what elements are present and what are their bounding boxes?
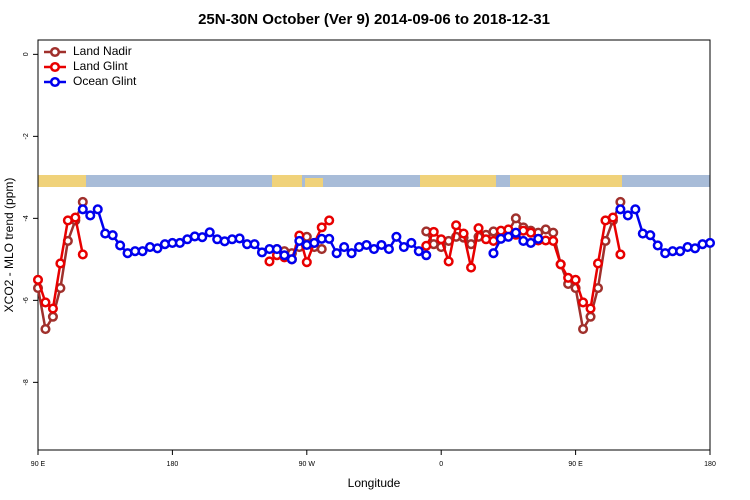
x-tick-label: 180 (167, 461, 179, 468)
data-point (615, 249, 626, 260)
data-point (428, 226, 439, 237)
data-point (548, 227, 559, 238)
data-point (47, 303, 58, 314)
legend-marker (49, 76, 61, 88)
data-point (690, 243, 701, 254)
y-tick-label: 0 (23, 52, 30, 56)
data-point (652, 240, 663, 251)
data-point (107, 230, 118, 241)
data-point (466, 262, 477, 273)
data-point (533, 233, 544, 244)
data-point (525, 227, 536, 238)
data-point (570, 274, 581, 285)
y-axis-label: XCO2 - MLO trend (ppm) (2, 178, 16, 313)
data-point (92, 204, 103, 215)
data-point (324, 233, 335, 244)
data-point (70, 212, 81, 223)
legend-label: Land Nadir (73, 44, 132, 58)
data-point (622, 210, 633, 221)
data-point (271, 244, 282, 255)
data-point (286, 254, 297, 265)
x-axis-label: Longitude (348, 476, 401, 490)
data-point (585, 303, 596, 314)
data-point (324, 215, 335, 226)
data-point (458, 228, 469, 239)
legend-label: Ocean Glint (73, 74, 137, 88)
data-point (421, 240, 432, 251)
data-point (77, 249, 88, 260)
data-point (204, 227, 215, 238)
chart-title: 25N-30N October (Ver 9) 2014-09-06 to 20… (198, 11, 550, 28)
y-tick-label: -6 (23, 297, 30, 303)
x-tick-label: 0 (439, 461, 443, 468)
data-point (592, 258, 604, 269)
y-tick-label: -8 (23, 379, 30, 385)
data-point (473, 223, 484, 234)
data-point (32, 274, 44, 285)
x-tick-label: 90 E (568, 461, 583, 468)
data-point (47, 311, 58, 322)
data-point (391, 231, 402, 242)
legend-marker (49, 61, 61, 73)
data-point (510, 213, 521, 224)
data-point (346, 248, 357, 259)
data-point (316, 222, 327, 233)
data-point (406, 237, 417, 248)
data-point (234, 233, 245, 244)
data-point (77, 204, 88, 215)
data-point (578, 297, 589, 308)
data-point (115, 240, 126, 251)
data-point (316, 244, 327, 255)
y-tick-label: -2 (23, 133, 30, 139)
data-point (398, 242, 409, 253)
data-point (174, 237, 185, 248)
data-point (548, 235, 559, 246)
data-point (615, 204, 626, 215)
data-point (503, 231, 514, 242)
data-point (197, 232, 208, 243)
data-point (451, 220, 462, 231)
data-point (675, 246, 686, 257)
data-point (376, 239, 387, 251)
data-point (301, 257, 312, 268)
data-point (436, 234, 447, 245)
data-point (413, 246, 424, 257)
data-point (279, 250, 290, 261)
legend-label: Land Glint (73, 59, 128, 73)
x-tick-label: 180 (704, 461, 716, 468)
data-point (339, 242, 350, 253)
data-point (294, 235, 305, 246)
x-tick-label: 90 W (299, 461, 316, 468)
legend-marker (49, 46, 61, 58)
data-point (55, 258, 66, 269)
data-point (40, 297, 51, 308)
data-point (309, 237, 320, 248)
data-point (488, 248, 499, 259)
data-point (510, 227, 521, 238)
x-tick-label: 90 E (31, 461, 46, 468)
data-point (137, 246, 148, 257)
data-point (585, 311, 596, 322)
data-point (361, 239, 372, 251)
data-point (645, 230, 656, 241)
data-point (249, 239, 260, 250)
map-strip (38, 175, 710, 187)
data-point (704, 237, 716, 248)
y-tick-label: -4 (23, 215, 30, 221)
data-point (525, 237, 536, 248)
data-point (607, 212, 618, 223)
data-point (40, 324, 51, 335)
data-point (630, 204, 641, 215)
data-point (368, 244, 380, 255)
data-point (85, 210, 96, 221)
data-point (578, 324, 589, 335)
data-point (264, 256, 275, 267)
data-point (383, 244, 394, 255)
data-point (555, 259, 566, 270)
data-point (421, 250, 432, 261)
data-point (152, 243, 163, 254)
data-point (443, 256, 454, 267)
data-point (331, 248, 342, 259)
